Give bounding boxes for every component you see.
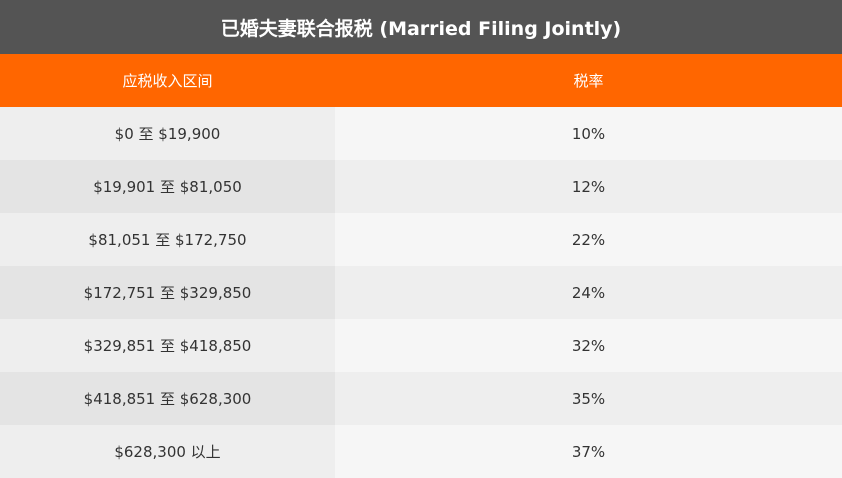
tax-rate-cell: 10% (335, 107, 842, 160)
tax-rate-cell: 12% (335, 160, 842, 213)
income-range-cell: $19,901 至 $81,050 (0, 160, 335, 213)
income-range-cell: $172,751 至 $329,850 (0, 266, 335, 319)
table-row: $329,851 至 $418,850 32% (0, 319, 842, 372)
table-title: 已婚夫妻联合报税 (Married Filing Jointly) (0, 0, 842, 54)
tax-rate-cell: 37% (335, 425, 842, 478)
income-range-cell: $81,051 至 $172,750 (0, 213, 335, 266)
table-title-text: 已婚夫妻联合报税 (Married Filing Jointly) (220, 17, 622, 40)
tax-rate-cell: 35% (335, 372, 842, 425)
income-range-cell: $418,851 至 $628,300 (0, 372, 335, 425)
tax-rate-cell: 32% (335, 319, 842, 372)
table-row: $172,751 至 $329,850 24% (0, 266, 842, 319)
tax-rate-cell: 22% (335, 213, 842, 266)
header-tax-rate: 税率 (573, 72, 604, 90)
table-row: $628,300 以上 37% (0, 425, 842, 478)
income-range-cell: $628,300 以上 (0, 425, 335, 478)
income-range-cell: $0 至 $19,900 (0, 107, 335, 160)
tax-rate-cell: 24% (335, 266, 842, 319)
income-range-cell: $329,851 至 $418,850 (0, 319, 335, 372)
table-row: $19,901 至 $81,050 12% (0, 160, 842, 213)
table-row: $0 至 $19,900 10% (0, 107, 842, 160)
header-income-range: 应税收入区间 (122, 72, 213, 90)
table-row: $418,851 至 $628,300 35% (0, 372, 842, 425)
table-row: $81,051 至 $172,750 22% (0, 213, 842, 266)
table-header-row: 应税收入区间 税率 (0, 54, 842, 107)
